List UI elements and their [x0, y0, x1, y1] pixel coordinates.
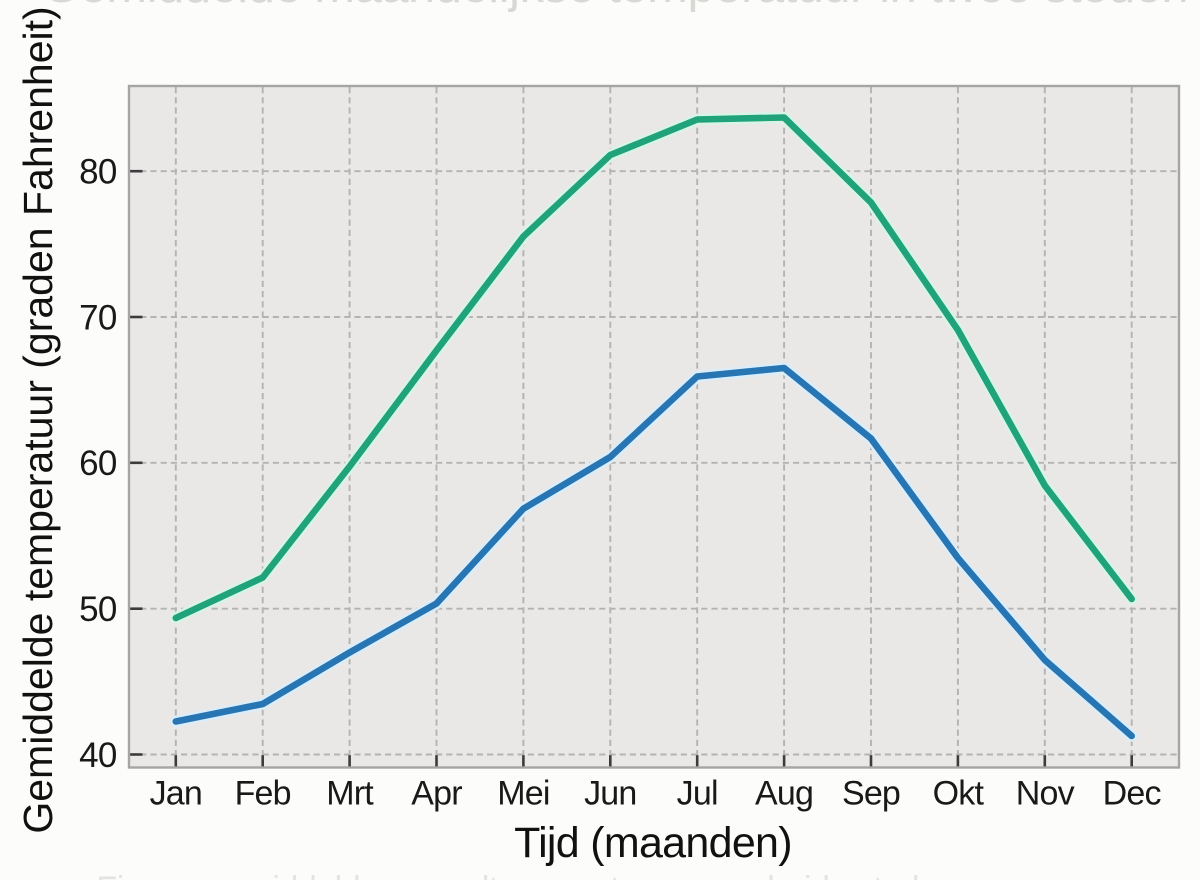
- svg-text:70: 70: [79, 298, 117, 337]
- svg-text:Mei: Mei: [497, 775, 549, 813]
- svg-text:Jun: Jun: [584, 775, 636, 813]
- svg-text:50: 50: [79, 590, 117, 629]
- svg-text:Feb: Feb: [235, 775, 291, 813]
- svg-text:Nov: Nov: [1016, 775, 1075, 813]
- svg-text:Jan: Jan: [150, 775, 202, 813]
- svg-text:Gemiddelde maandelijkse temper: Gemiddelde maandelijkse temperatuur in t…: [42, 0, 1188, 13]
- svg-text:40: 40: [79, 736, 117, 775]
- svg-text:Sep: Sep: [842, 775, 900, 813]
- svg-text:Apr: Apr: [411, 775, 462, 813]
- svg-text:80: 80: [79, 153, 117, 192]
- svg-text:Gemiddelde temperatuur (graden: Gemiddelde temperatuur (graden Fahrenhei…: [15, 6, 61, 833]
- svg-text:Figuur: gemiddelde maandtemper: Figuur: gemiddelde maandtemperaturen voo…: [96, 870, 1163, 880]
- svg-text:Dec: Dec: [1103, 775, 1162, 813]
- svg-text:Okt: Okt: [933, 775, 985, 813]
- svg-text:Jul: Jul: [677, 775, 718, 813]
- svg-text:Tijd (maanden): Tijd (maanden): [514, 819, 792, 867]
- svg-text:60: 60: [79, 444, 117, 483]
- svg-text:Aug: Aug: [755, 775, 813, 813]
- svg-text:Mrt: Mrt: [326, 775, 374, 813]
